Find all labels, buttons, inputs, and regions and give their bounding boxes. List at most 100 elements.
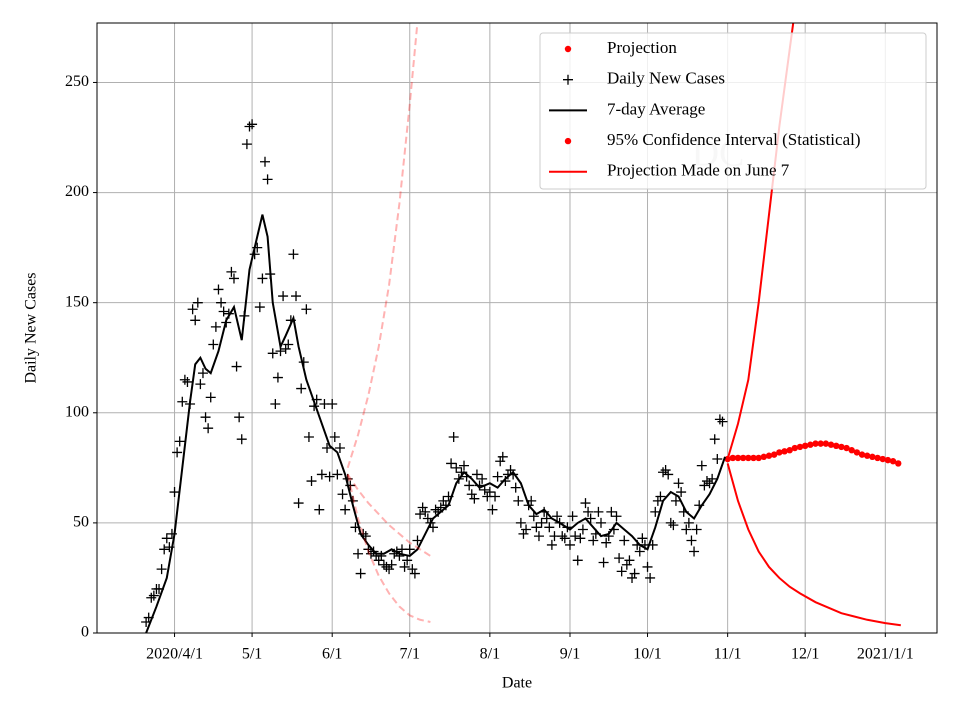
series-line (145, 214, 727, 633)
data-point (739, 454, 747, 462)
data-point (614, 553, 625, 564)
data-point (190, 315, 201, 326)
data-point (583, 506, 594, 517)
data-point (658, 467, 669, 478)
legend: Projection Daily New Cases 7-day Average 95… (539, 32, 927, 190)
data-point (745, 454, 752, 462)
data-point (376, 550, 387, 561)
x-axis-label: Date (502, 675, 532, 692)
data-point (707, 473, 718, 484)
data-point (686, 535, 697, 546)
data-point (807, 441, 814, 448)
y-tick-label: 50 (73, 514, 89, 531)
data-point (765, 452, 773, 459)
data-point (853, 449, 861, 456)
data-point (422, 513, 433, 524)
data-point (673, 478, 684, 489)
data-point (487, 504, 498, 515)
data-point (734, 454, 742, 462)
data-point (386, 559, 397, 570)
data-point (340, 504, 351, 515)
data-point (781, 448, 788, 455)
x-tick-label: 8/1 (480, 646, 500, 663)
data-point (570, 531, 581, 542)
data-point (796, 443, 804, 451)
data-point (208, 339, 219, 350)
data-point (616, 566, 627, 577)
data-point (833, 442, 840, 450)
data-point (642, 561, 653, 572)
data-point (195, 379, 206, 390)
y-axis-label: Daily New Cases (23, 272, 40, 383)
data-point (365, 548, 376, 559)
data-point (629, 568, 640, 579)
y-tick-label: 150 (65, 293, 89, 310)
data-point (231, 361, 242, 372)
data-point (448, 432, 459, 443)
legend-label: 7-day Average (607, 99, 705, 118)
data-point (681, 524, 692, 535)
data-point (515, 517, 526, 528)
data-point (334, 443, 345, 454)
x-tick-label: 6/1 (322, 646, 342, 663)
data-point (179, 374, 190, 385)
data-point (709, 434, 720, 445)
data-point (332, 469, 343, 480)
data-point (172, 447, 183, 458)
data-point (611, 511, 622, 522)
data-point (858, 451, 866, 458)
data-point (200, 412, 211, 423)
data-point (373, 555, 384, 566)
data-point (528, 511, 539, 522)
data-point (770, 451, 778, 458)
x-tick-label: 2021/1/1 (857, 646, 914, 663)
data-point (564, 539, 575, 550)
data-point (353, 548, 364, 559)
data-point (572, 555, 583, 566)
legend-marker (564, 137, 572, 145)
data-point (384, 564, 395, 575)
data-point (381, 561, 392, 572)
data-point (146, 592, 157, 603)
data-point (652, 495, 663, 506)
data-point (848, 447, 855, 454)
data-point (585, 513, 596, 524)
data-point (683, 517, 694, 528)
legend-label: Projection (607, 38, 677, 57)
data-point (226, 266, 237, 277)
data-point (415, 509, 426, 520)
legend-label: 95% Confidence Interval (Statistical) (607, 130, 861, 149)
data-point (536, 517, 547, 528)
data-point (776, 449, 783, 456)
data-point (786, 447, 793, 454)
data-point (169, 487, 180, 498)
data-point (884, 456, 892, 464)
data-point (469, 493, 480, 504)
data-point (267, 348, 278, 359)
data-point (541, 513, 552, 524)
data-point (650, 506, 661, 517)
data-point (817, 440, 824, 447)
data-point (459, 460, 470, 471)
x-tick-label: 5/1 (242, 646, 262, 663)
y-tick-label: 100 (65, 403, 89, 420)
data-point (606, 506, 617, 517)
data-point (355, 568, 366, 579)
data-point (402, 555, 413, 566)
data-point (329, 432, 340, 443)
data-point (801, 442, 809, 450)
data-point (531, 522, 542, 533)
data-point (288, 249, 299, 260)
data-point (322, 443, 333, 454)
data-point (260, 156, 270, 167)
data-point (704, 478, 715, 489)
y-tick-label: 250 (65, 73, 89, 90)
data-point (324, 471, 335, 482)
axes-frame (96, 22, 938, 634)
y-tick-label: 0 (81, 624, 89, 641)
data-point (864, 452, 871, 459)
data-point (404, 544, 415, 555)
data-point (407, 564, 418, 575)
data-point (314, 504, 325, 515)
data-point (670, 495, 681, 506)
